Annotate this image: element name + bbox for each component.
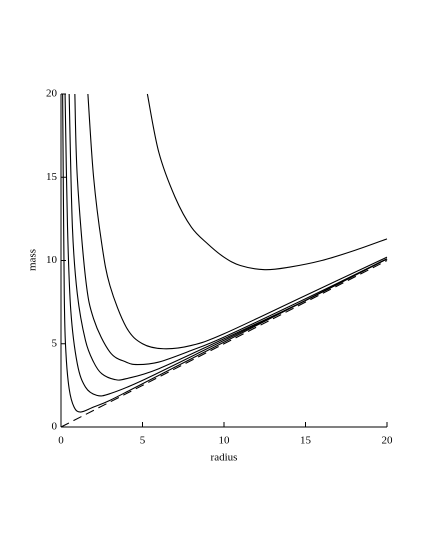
x-tick-label: 5 <box>140 435 146 447</box>
x-axis-label: radius <box>211 452 238 464</box>
curve <box>87 93 388 350</box>
curve <box>62 93 388 413</box>
curve <box>60 260 388 428</box>
y-tick-label: 5 <box>52 337 58 349</box>
y-tick-label: 10 <box>46 254 58 266</box>
curve <box>74 93 388 366</box>
x-tick-label: 0 <box>58 435 64 447</box>
curve <box>64 93 388 397</box>
x-tick-label: 15 <box>300 435 312 447</box>
y-axis-label: mass <box>27 249 39 271</box>
curve <box>68 93 388 381</box>
x-tick-label: 10 <box>219 435 231 447</box>
y-tick-label: 0 <box>52 421 58 433</box>
y-tick-label: 15 <box>46 171 58 183</box>
y-tick-label: 20 <box>46 88 58 100</box>
x-tick-label: 20 <box>382 435 394 447</box>
curve <box>146 93 388 271</box>
